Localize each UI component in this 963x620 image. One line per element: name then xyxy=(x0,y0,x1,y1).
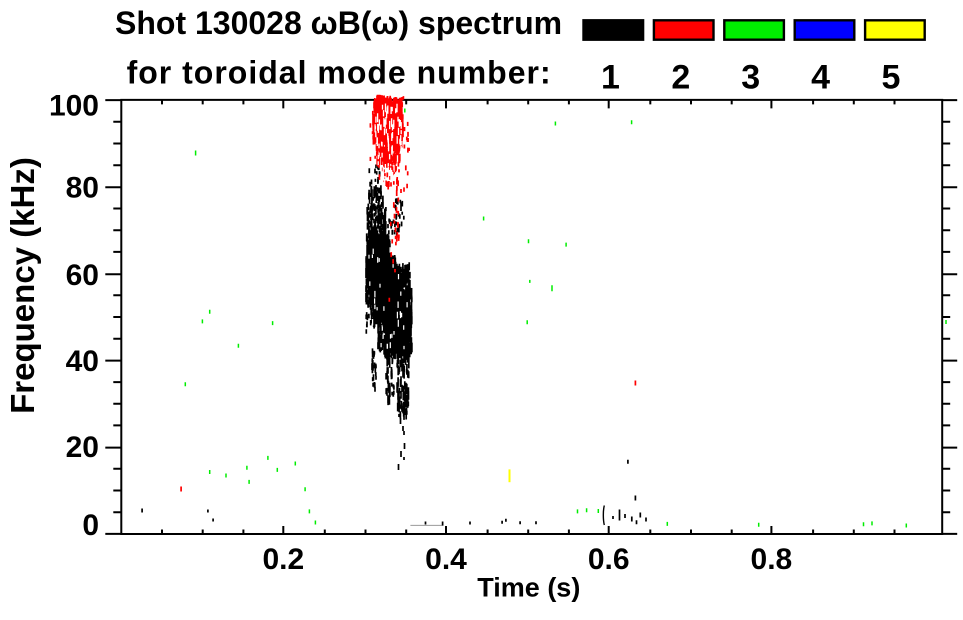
svg-text:20: 20 xyxy=(66,431,99,464)
svg-text:4: 4 xyxy=(811,59,830,97)
svg-text:0: 0 xyxy=(82,509,99,542)
svg-text:0.2: 0.2 xyxy=(262,543,304,576)
svg-text:5: 5 xyxy=(881,59,900,97)
svg-text:1: 1 xyxy=(601,59,620,97)
svg-text:100: 100 xyxy=(49,90,99,123)
svg-text:40: 40 xyxy=(66,345,99,378)
svg-text:Time (s): Time (s) xyxy=(477,573,580,603)
svg-text:80: 80 xyxy=(66,172,99,205)
svg-text:for toroidal mode number:: for toroidal mode number: xyxy=(127,54,552,90)
svg-text:Shot 130028 ωB(ω) spectrum: Shot 130028 ωB(ω) spectrum xyxy=(115,5,562,41)
svg-text:0.8: 0.8 xyxy=(751,543,793,576)
svg-text:60: 60 xyxy=(66,259,99,292)
svg-text:3: 3 xyxy=(741,59,760,97)
svg-text:0.6: 0.6 xyxy=(588,543,630,576)
svg-text:0.4: 0.4 xyxy=(425,543,467,576)
svg-text:Frequency (kHz): Frequency (kHz) xyxy=(4,157,41,414)
svg-text:2: 2 xyxy=(671,59,690,97)
